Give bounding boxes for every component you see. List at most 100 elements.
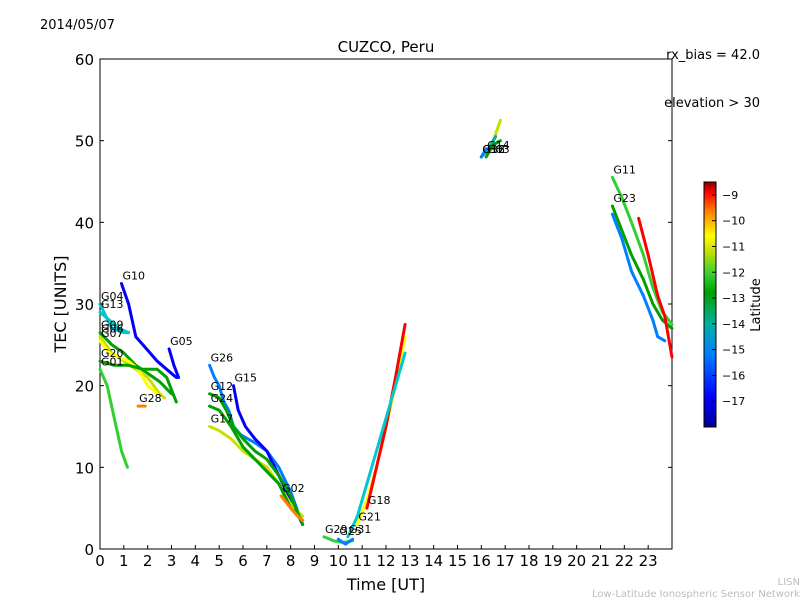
date-label: 2014/05/07 [40,18,115,33]
x-tick-label: 20 [567,552,586,570]
series-label-g24: G24 [211,392,234,405]
series-line-g12 [208,392,305,526]
footer-network: Low-Latitude Ionospheric Sensor Network [592,589,800,600]
series-label-g03: G03 [487,143,510,156]
series-label-g07: G07 [101,327,124,340]
series-label-g06: G06 [101,323,124,336]
series-label-g18: G18 [368,494,391,507]
series-label-g15: G15 [234,372,257,385]
x-tick-label: 5 [214,552,224,570]
colorbar-tick-label: −14 [722,318,745,331]
x-tick-label: 1 [119,552,129,570]
x-tick-label: 4 [191,552,201,570]
colorbar [703,181,717,428]
series-line-g10 [120,282,178,379]
series-label-g20: G20 [101,347,124,360]
y-tick-label: 10 [75,459,94,477]
colorbar-tick-label: −12 [722,266,745,279]
series-label-g21: G21 [358,511,381,524]
series-label-g10: G10 [122,270,145,283]
y-tick-label: 50 [75,133,94,151]
colorbar-tick-label: −16 [722,369,745,382]
series-line-g24 [208,404,305,522]
x-tick-label: 14 [424,552,443,570]
series-label-g02: G02 [282,482,305,495]
x-tick-label: 3 [167,552,177,570]
x-tick-label: 18 [519,552,538,570]
series-line-g07 [98,339,159,396]
series-line-g09 [98,331,173,396]
x-tick-label: 16 [472,552,491,570]
x-tick-label: 11 [353,552,372,570]
y-tick-label: 60 [75,51,94,69]
series-line-g03 [484,139,502,159]
series-line-g25 [336,537,355,546]
series-line-g02 [279,494,305,522]
x-tick-label: 15 [448,552,467,570]
plot-area [99,58,673,550]
x-tick-label: 19 [543,552,562,570]
series-label-g04: G04 [101,290,124,303]
series-line-g23 [610,204,674,330]
colorbar-tick-label: −11 [722,240,745,253]
footer-lisn: LISN [777,577,800,588]
series-label-g05: G05 [170,335,193,348]
x-tick-label: 8 [286,552,296,570]
series-line-g16 [479,147,488,159]
bias-info: rx_bias = 42.0 elevation > 30 [664,16,760,128]
series-layer [98,118,674,546]
x-tick-label: 9 [310,552,320,570]
series-line-g13 [98,310,131,335]
colorbar-tick-label: −15 [722,344,745,357]
axis-layer: 0 1 2 3 4 5 6 7 8 9 10 11 12 13 14 15 16 17 18 19 20 21 22 2301… [75,51,672,570]
series-label-g14: G14 [487,139,510,152]
series-label-g09: G09 [101,319,124,332]
colorbar-ticks: −9 −10 −11 −12 −13 −14 −15 −16 −17 [712,189,745,408]
series-label-g11: G11 [613,163,636,176]
y-tick-label: 20 [75,378,94,396]
series-label-g29: G29 [325,523,348,536]
series-line-g20 [98,359,178,404]
rx-bias-label: rx_bias = 42.0 [666,48,760,63]
colorbar-tick-label: −17 [722,395,745,408]
x-tick-label: 22 [615,552,634,570]
y-axis-label: TEC [UNITS] [51,256,70,354]
series-label-g32: G32 [482,143,505,156]
x-tick-label: 2 [143,552,153,570]
series-line-unlabeled-27 [610,212,667,343]
x-tick-label: 23 [639,552,658,570]
colorbar-tick-label: −9 [722,189,738,202]
colorbar-tick-label: −10 [722,215,745,228]
series-label-g01: G01 [101,355,124,368]
series-line-unlabeled-28 [637,216,674,359]
series-label-g13: G13 [101,298,124,311]
x-tick-label: 6 [238,552,248,570]
series-label-g16: G16 [482,143,505,156]
y-tick-label: 40 [75,214,94,232]
y-tick-label: 30 [75,296,94,314]
series-line-g01 [98,367,129,469]
chart-title: CUZCO, Peru [338,38,435,56]
series-label-g25: G25 [339,525,362,538]
x-tick-label: 0 [95,552,105,570]
x-tick-label: 7 [262,552,272,570]
series-label-g17: G17 [211,413,234,426]
series-label-g31: G31 [349,523,372,536]
series-line-g15 [232,384,305,526]
y-tick-label: 0 [84,541,94,559]
elevation-label: elevation > 30 [664,96,760,111]
x-tick-label: 10 [329,552,348,570]
series-line-g31 [346,351,407,539]
x-tick-label: 17 [496,552,515,570]
x-tick-label: 21 [591,552,610,570]
x-axis-label: Time [UT] [346,575,425,594]
series-label-g28: G28 [139,392,162,405]
series-line-g05 [167,347,181,379]
series-label-g23: G23 [613,192,636,205]
colorbar-tick-label: −13 [722,292,745,305]
series-line-g18 [365,322,407,510]
series-label-g12: G12 [211,380,234,393]
colorbar-label: Latitude [749,278,764,332]
